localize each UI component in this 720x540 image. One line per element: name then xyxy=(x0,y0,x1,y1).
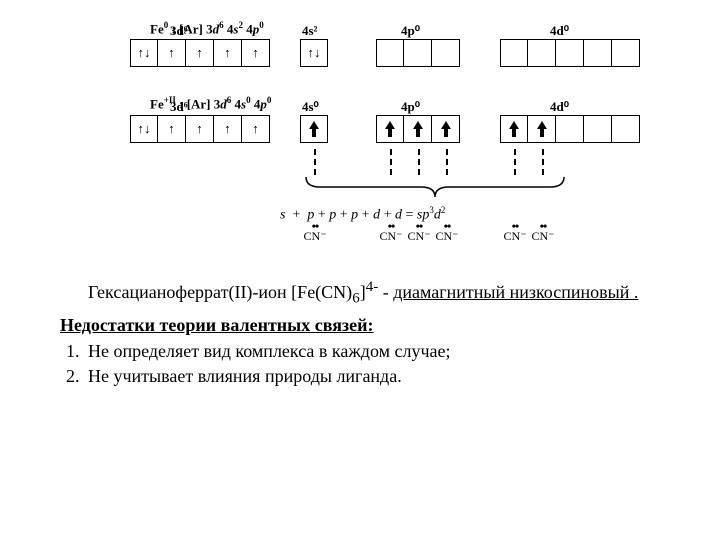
orbital-box xyxy=(584,115,612,143)
orbital-box: ↑↓ xyxy=(130,115,158,143)
orbital-row-fe2: 3d⁶↑↓↑↑↑↑4s⁰4p⁰4d⁰ xyxy=(130,115,720,165)
orbital-box xyxy=(612,39,640,67)
hybridization-brace xyxy=(130,171,720,203)
orbital-box: ↑ xyxy=(214,115,242,143)
ligand-row: ••CN⁻••CN⁻••CN⁻••CN⁻••CN⁻••CN⁻ xyxy=(130,225,720,259)
orbital-box xyxy=(300,115,328,143)
orbital-box xyxy=(584,39,612,67)
desc-sub: 6 xyxy=(352,291,360,307)
hybridization-equation: s + p + p + p + d + d = sp3d2 xyxy=(280,205,720,224)
orbital-box: ↑ xyxy=(242,115,270,143)
orbital-box: ↑ xyxy=(158,39,186,67)
text-block: Гексацианоферрат(II)-ион [Fe(CN)6]4- - д… xyxy=(0,259,720,388)
ligand-cn: ••CN⁻ xyxy=(404,225,434,244)
orbital-box xyxy=(404,115,432,143)
desc-pre: Гексацианоферрат(II)-ион [Fe(CN) xyxy=(88,282,352,302)
orbital-box xyxy=(528,115,556,143)
orbital-box: ↑ xyxy=(242,39,270,67)
config-fe2: Fe+II : [Ar] 3d6 4s0 4p0 xyxy=(150,95,720,112)
orbital-box: ↑↓ xyxy=(300,39,328,67)
ligand-cn: ••CN⁻ xyxy=(500,225,530,244)
orbital-box xyxy=(432,39,460,67)
orbital-box: ↑ xyxy=(186,39,214,67)
orbital-box xyxy=(500,39,528,67)
orbital-box: ↑ xyxy=(214,39,242,67)
ligand-cn: ••CN⁻ xyxy=(376,225,406,244)
orbital-box: ↑ xyxy=(158,115,186,143)
orbital-diagram: Fe0 : [Ar] 3d6 4s2 4p0 3d⁶↑↓↑↑↑↑4s²↑↓4p⁰… xyxy=(0,0,720,259)
desc-post: - xyxy=(378,282,393,302)
orbital-box xyxy=(500,115,528,143)
config-fe0: Fe0 : [Ar] 3d6 4s2 4p0 xyxy=(150,20,720,37)
orbital-box xyxy=(376,39,404,67)
desc-underline: диамагнитный низкоспиновый . xyxy=(393,282,638,302)
orbital-box xyxy=(528,39,556,67)
orbital-box xyxy=(556,39,584,67)
list-item: Не учитывает влияния природы лиганда. xyxy=(84,364,665,388)
orbital-box xyxy=(404,39,432,67)
compound-description: Гексацианоферрат(II)-ион [Fe(CN)6]4- - д… xyxy=(60,277,665,309)
drawbacks-list: Не определяет вид комплекса в каждом слу… xyxy=(60,339,665,388)
orbital-box xyxy=(376,115,404,143)
orbital-box: ↑ xyxy=(186,115,214,143)
ligand-cn: ••CN⁻ xyxy=(432,225,462,244)
orbital-box: ↑↓ xyxy=(130,39,158,67)
drawbacks-heading: Недостатки теории валентных связей: xyxy=(60,313,665,337)
orbital-box xyxy=(432,115,460,143)
ligand-cn: ••CN⁻ xyxy=(300,225,330,244)
list-item: Не определяет вид комплекса в каждом слу… xyxy=(84,339,665,363)
orbital-box xyxy=(612,115,640,143)
ligand-cn: ••CN⁻ xyxy=(528,225,558,244)
desc-sup: 4- xyxy=(366,279,379,295)
orbital-box xyxy=(556,115,584,143)
orbital-row-fe0: 3d⁶↑↓↑↑↑↑4s²↑↓4p⁰4d⁰ xyxy=(130,39,720,89)
